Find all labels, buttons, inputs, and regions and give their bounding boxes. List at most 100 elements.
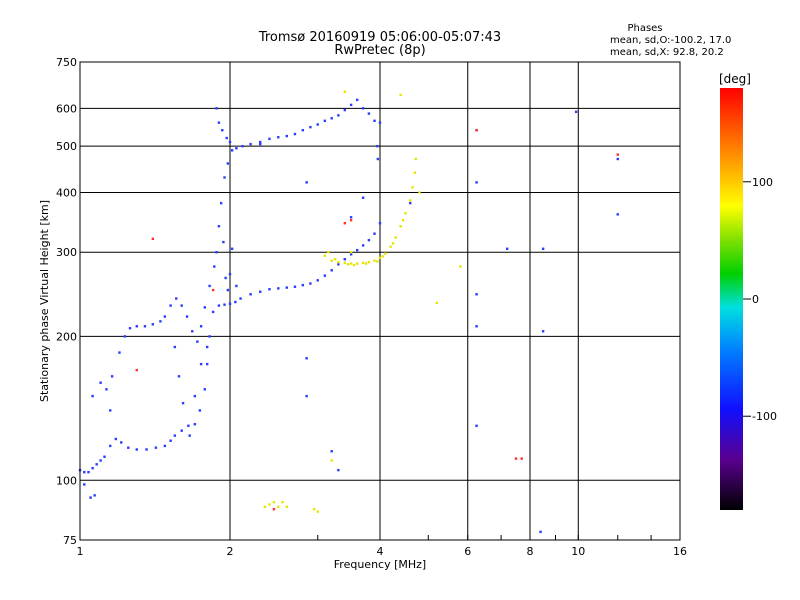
data-point <box>373 232 376 235</box>
data-point <box>151 323 155 326</box>
chart-title: Tromsø 20160919 05:06:00-05:07:43 <box>258 30 501 45</box>
data-point <box>343 90 347 93</box>
y-tick-label: 750 <box>56 56 77 69</box>
data-point <box>181 401 185 405</box>
data-point <box>367 260 371 264</box>
data-point <box>413 171 417 174</box>
data-point <box>285 286 288 289</box>
data-point <box>217 304 221 307</box>
chart-subtitle: RwPretec (8p) <box>334 43 425 58</box>
data-point <box>316 279 319 282</box>
x-tick-label: 10 <box>571 545 585 558</box>
data-point <box>226 288 230 292</box>
data-point <box>367 112 371 115</box>
data-point <box>95 463 98 466</box>
data-point <box>223 303 226 306</box>
x-axis-label: Frequency [MHz] <box>334 558 426 571</box>
data-point <box>323 119 327 123</box>
data-point <box>221 128 224 132</box>
data-point <box>135 325 138 328</box>
data-point <box>364 262 368 265</box>
data-point <box>91 466 94 470</box>
y-tick-label: 200 <box>56 330 77 343</box>
data-point <box>235 147 238 150</box>
data-point <box>349 253 353 256</box>
data-point <box>323 274 327 277</box>
data-point <box>616 153 619 156</box>
data-point <box>277 287 280 290</box>
data-point <box>346 263 350 266</box>
data-point <box>391 242 395 245</box>
data-point <box>361 107 365 110</box>
data-point <box>352 263 356 267</box>
data-point <box>249 293 252 296</box>
data-point <box>323 254 327 257</box>
data-point <box>225 136 228 140</box>
x-tick-label: 8 <box>527 545 534 558</box>
data-point <box>378 256 382 260</box>
stats-o-mode: mean, sd,O:-100.2, 17.0 <box>610 35 731 46</box>
data-point <box>234 300 237 304</box>
data-point <box>230 247 234 250</box>
data-point <box>378 222 382 225</box>
stats-heading: Phases <box>627 23 662 34</box>
y-tick-label: 300 <box>56 246 77 259</box>
data-point <box>309 282 312 285</box>
data-point <box>226 162 230 165</box>
data-point <box>361 261 365 265</box>
data-point <box>337 468 340 472</box>
data-point <box>118 351 121 354</box>
y-axis-label: Stationary phase Virtual Height [km] <box>38 200 51 402</box>
data-point <box>259 140 262 144</box>
data-point <box>185 315 189 318</box>
x-tick-label: 16 <box>673 545 687 558</box>
data-point <box>241 144 244 148</box>
data-point <box>135 368 138 372</box>
data-point <box>268 503 271 506</box>
data-point <box>333 258 337 261</box>
data-point <box>373 259 376 262</box>
data-point <box>475 293 478 296</box>
data-point <box>343 261 347 265</box>
data-point <box>272 507 276 511</box>
data-point <box>211 310 215 314</box>
axis-ticks: 1 2 4 6 8 10 16 75 100 200 300 400 500 600 750 <box>56 56 687 558</box>
data-point <box>217 121 221 124</box>
data-point <box>361 196 365 199</box>
data-point <box>355 98 359 102</box>
data-point <box>281 500 284 504</box>
data-point <box>135 448 138 451</box>
data-point <box>337 114 340 117</box>
data-point <box>367 238 371 242</box>
data-point <box>381 255 384 258</box>
data-point <box>268 288 271 291</box>
data-point <box>411 186 414 189</box>
data-point <box>293 132 297 136</box>
data-point <box>459 265 462 268</box>
colorbar <box>720 88 743 510</box>
data-point <box>193 423 197 426</box>
data-point <box>203 306 206 309</box>
data-point <box>228 140 232 144</box>
data-point <box>222 240 225 244</box>
data-point <box>316 510 319 513</box>
data-point <box>541 330 545 333</box>
data-point <box>199 325 203 328</box>
x-tick-label: 2 <box>227 545 234 558</box>
data-point <box>330 259 333 262</box>
data-point <box>143 325 147 328</box>
data-point <box>211 288 215 292</box>
data-point <box>349 216 353 219</box>
data-point <box>616 157 619 161</box>
y-tick-label: 400 <box>56 186 77 199</box>
data-point <box>205 345 209 349</box>
y-tick-label: 600 <box>56 102 77 115</box>
data-point <box>215 107 218 110</box>
data-point <box>305 394 308 398</box>
data-point <box>193 394 197 398</box>
data-point <box>99 381 102 384</box>
data-point <box>343 258 347 261</box>
data-point <box>355 248 359 252</box>
colorbar-tick-label: 100 <box>752 176 773 189</box>
